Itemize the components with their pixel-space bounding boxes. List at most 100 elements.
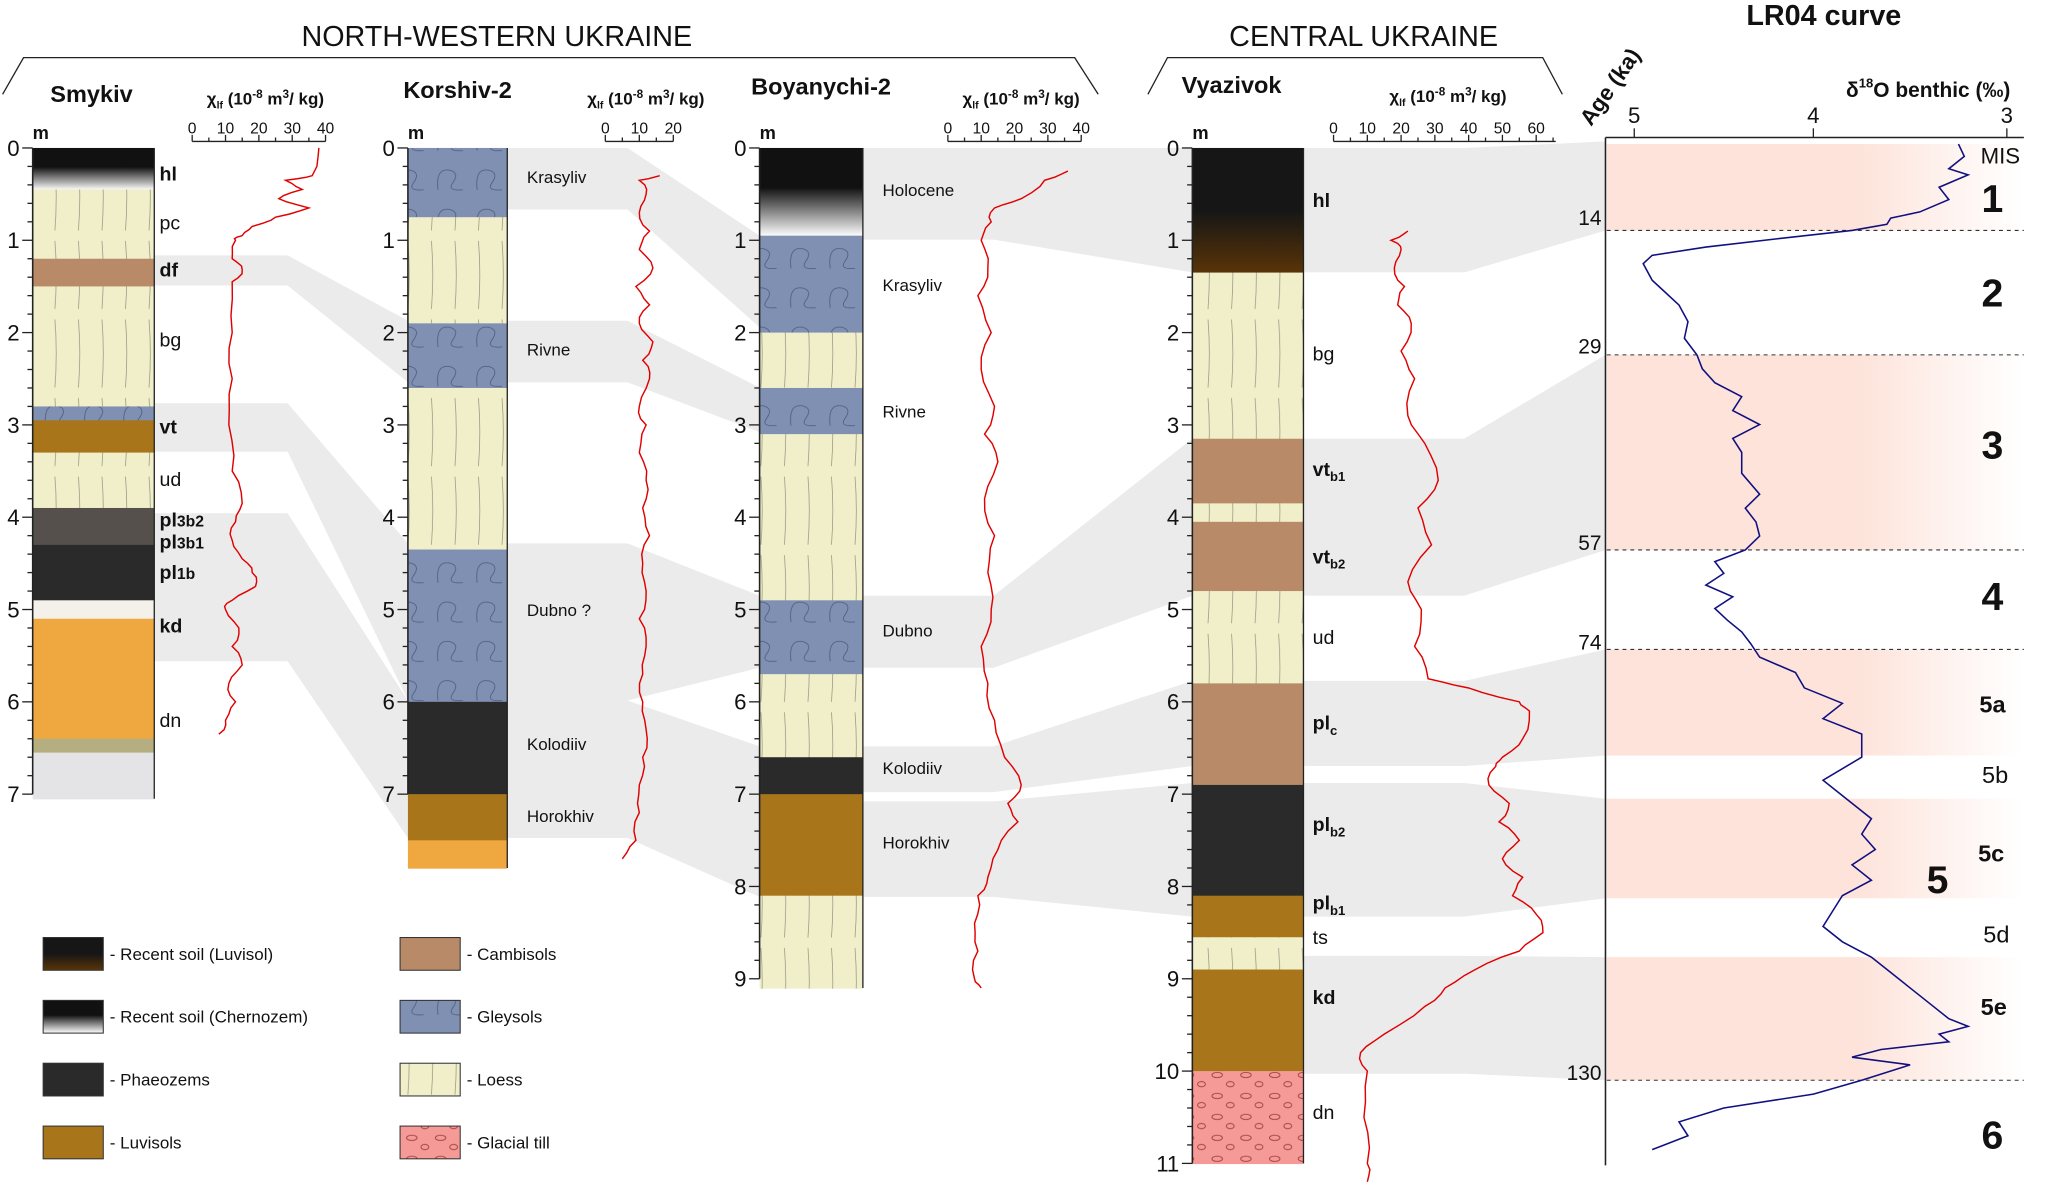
horizon-label: hl (160, 163, 177, 185)
text-span: pl (160, 532, 177, 554)
depth-tick-label: 4 (734, 505, 746, 530)
depth-tick-label: 1 (734, 228, 746, 253)
chi-tick-label: 40 (1460, 121, 1478, 138)
depth-tick-label: 0 (7, 136, 19, 161)
layer-cambisol (32, 258, 155, 288)
profiles: Smykivm01234567hlpcdfbgvtudpl3b2pl3b1pl1… (7, 72, 1556, 1183)
text-span: (10 (979, 90, 1008, 109)
text-span: Horokhiv (527, 807, 595, 826)
horizon-label: Horokhiv (527, 807, 595, 826)
depth-tick-label: 7 (1167, 782, 1179, 807)
layer-loess (759, 332, 863, 389)
layer-cambisol (1192, 683, 1304, 786)
text-span: χ (587, 90, 597, 109)
lr04-d18o-curve (1642, 143, 1971, 1151)
horizon-label: Rivne (527, 341, 570, 360)
text-span: Rivne (882, 403, 925, 422)
depth-tick-label: 7 (382, 782, 394, 807)
horizon-label: kd (160, 616, 183, 638)
chi-tick-label: 40 (317, 121, 335, 138)
text-span: 3 (283, 88, 290, 101)
horizon-label: Dubno (882, 621, 932, 640)
legend-label: - Glacial till (467, 1133, 550, 1152)
mis-stage-label: 5b (1982, 762, 2008, 788)
chi-axis: χlf (10-8 m3/ kg) 0 10 20 30 40 (188, 88, 335, 143)
text-span: b2 (1330, 557, 1345, 572)
horizon-label: plb1 (1313, 893, 1346, 918)
layer-gleysol (407, 323, 508, 389)
text-span: 3b2 (177, 514, 204, 531)
legend-label: - Phaeozems (110, 1070, 210, 1089)
text-span: δ (1846, 79, 1859, 102)
text-span: χ (207, 90, 217, 109)
layer-phaeozem (759, 757, 863, 795)
correlation-band (154, 403, 408, 701)
depth-tick-label: 2 (1167, 320, 1179, 345)
layer-loess (1192, 937, 1304, 971)
text-span: 3b1 (177, 536, 204, 553)
region-title-central: CENTRAL UKRAINE (1229, 21, 1498, 53)
horizon-label: ts (1313, 927, 1328, 949)
d18o-tick-label: 4 (1807, 103, 1819, 128)
text-span: 3 (1038, 88, 1045, 101)
chi-tick-label: 0 (188, 121, 197, 138)
mis-shaded-band (1606, 354, 2023, 550)
chi-tick-label: 0 (943, 121, 952, 138)
depth-tick-label: 5 (734, 597, 746, 622)
chi-tick-label: 0 (1329, 121, 1338, 138)
depth-tick-label: 3 (734, 413, 746, 438)
layer-glacial-till (1192, 1071, 1304, 1165)
chi-tick-label: 30 (1426, 121, 1444, 138)
depth-tick-label: 6 (7, 690, 19, 715)
legend-item: - Glacial till (399, 1125, 550, 1160)
text-span: vt (1313, 459, 1331, 481)
depth-tick-label: 5 (382, 597, 394, 622)
correlation-band (862, 680, 1193, 793)
correlation-band (862, 783, 1193, 917)
legend-label: - Gleysols (467, 1008, 543, 1027)
depth-tick-label: 9 (1167, 967, 1179, 992)
mis-shaded-band (1606, 649, 2023, 756)
chi-tick-label: 40 (1072, 121, 1090, 138)
depth-tick-label: 1 (1167, 228, 1179, 253)
stratigraphic-column (759, 147, 864, 989)
chi-tick-label: 20 (1006, 121, 1024, 138)
depth-unit-label: m (760, 122, 776, 143)
chi-curve (218, 147, 320, 735)
region-bracket (1147, 56, 1563, 95)
text-span: dn (1313, 1102, 1335, 1124)
layer-gleysol (407, 549, 508, 703)
text-span: ud (160, 469, 182, 491)
legend-label: - Luvisols (110, 1133, 182, 1152)
horizon-label: Rivne (882, 403, 925, 422)
mis-stage-label: 6 (1982, 1113, 2004, 1157)
text-span: χ (962, 90, 972, 109)
horizon-label: dn (160, 710, 182, 732)
depth-axis: m0 1 2 3 4 5 6 7 8 9 10 11 (1155, 122, 1209, 1176)
text-span: m (263, 90, 283, 109)
text-span: vt (160, 416, 178, 438)
horizon-label: Krasyliv (527, 168, 587, 187)
text-span: lf (972, 101, 979, 112)
depth-tick-label: 3 (382, 413, 394, 438)
profile-title: Korshiv-2 (403, 77, 512, 103)
horizon-label: dn (1313, 1102, 1335, 1124)
mis-stage-label: 5 (1927, 858, 1949, 902)
mis-shaded-band (1606, 957, 2023, 1081)
text-span: hl (160, 163, 177, 185)
text-span: Krasyliv (527, 168, 587, 187)
depth-tick-label: 2 (734, 320, 746, 345)
stratigraphic-column (407, 147, 508, 869)
text-span: lf (217, 101, 224, 112)
profile-smykiv: Smykivm01234567hlpcdfbgvtudpl3b2pl3b1pl1… (7, 81, 334, 807)
layer-recent-luvisol (1192, 147, 1304, 274)
text-span: lf (597, 101, 604, 112)
layer-loess (32, 452, 155, 509)
layer-gleysol (32, 406, 155, 421)
d18o-tick-label: 3 (2001, 103, 2013, 128)
layer-chernozem (759, 147, 863, 237)
layer-luvisol (1192, 895, 1304, 938)
text-span: O benthic (‰) (1873, 79, 2010, 102)
legend-item: - Loess (399, 1062, 522, 1097)
